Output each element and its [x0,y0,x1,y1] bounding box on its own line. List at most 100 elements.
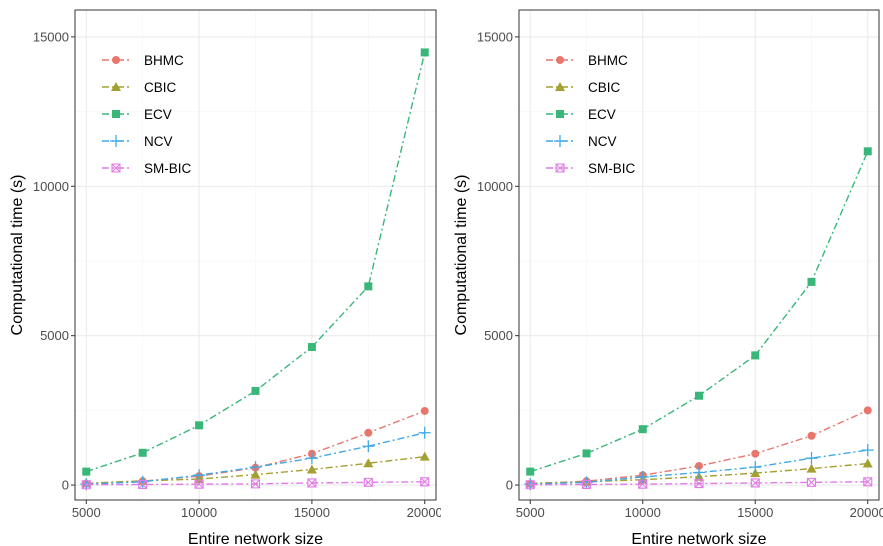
data-point-bhmc [863,406,872,415]
y-tick-label: 5000 [484,328,513,343]
x-tick-label: 5000 [72,505,101,520]
data-point-sm-bic [638,479,648,489]
x-tick-label: 20000 [407,505,441,520]
legend-marker-ncv [110,135,122,147]
legend-label-sm-bic: SM-BIC [144,161,192,176]
legend-marker-bhmc [556,56,564,64]
data-point-ncv [249,461,262,474]
data-point-cbic [419,451,430,461]
y-tick-label: 0 [506,478,513,493]
data-point-cbic [250,469,261,479]
grid-lines [519,10,879,500]
data-point-ecv [582,449,591,458]
data-point-bhmc [751,449,760,458]
legend-label-cbic: CBIC [144,80,177,95]
x-tick-label: 15000 [737,505,773,520]
legend-label-cbic: CBIC [588,80,621,95]
x-tick-label: 10000 [625,505,661,520]
chart-left: 5000 10000 15000 20000050001000015000Entire… [9,9,441,546]
data-point-sm-bic [806,477,817,487]
data-point-ncv [693,466,705,479]
data-point-sm-bic [525,480,535,490]
legend-marker-sm-bic [111,163,121,173]
data-point-ecv [638,425,647,434]
data-point-ecv [695,391,703,400]
data-point-ecv [195,421,204,430]
data-point-sm-bic [194,479,204,489]
x-axis-title: Entire network size [188,531,323,546]
data-point-bhmc [807,431,816,440]
legend: BHMC CBIC ECV NCV SM-BIC [102,53,192,176]
data-point-bhmc [695,461,703,470]
data-point-cbic [806,463,817,473]
data-point-ncv [193,469,206,482]
legend-marker-cbic [555,82,565,91]
panel-border [518,9,880,501]
legend-marker-ncv [554,135,566,147]
data-point-sm-bic [750,478,760,488]
legend-marker-cbic [111,82,121,91]
y-axis-title: Computational time (s) [9,175,26,336]
legend-label-ecv: ECV [144,107,172,122]
y-tick-label: 10000 [33,179,69,194]
grid-lines [75,10,436,500]
data-point-ncv [362,440,375,453]
y-tick-label: 15000 [477,29,513,44]
legend-label-ecv: ECV [588,107,616,122]
data-point-sm-bic [138,479,148,490]
legend-label-ncv: NCV [144,134,173,149]
data-point-ncv [749,461,762,474]
x-tick-label: 15000 [294,505,330,520]
y-axis-title: Computational time (s) [453,175,470,336]
legend-marker-bhmc [112,56,120,64]
data-point-ncv [861,444,874,457]
x-axis-title: Entire network size [631,531,766,546]
data-point-sm-bic [420,477,430,487]
data-point-cbic [862,458,873,468]
legend-label-bhmc: BHMC [588,53,628,68]
data-point-ecv [863,147,872,156]
data-point-sm-bic [81,480,91,490]
data-point-ecv [807,277,816,286]
data-point-ncv [305,452,318,465]
series-group [524,147,874,491]
data-point-ncv [805,452,818,465]
data-point-sm-bic [581,479,592,490]
y-tick-label: 10000 [477,179,513,194]
x-tick-label: 20000 [850,505,883,520]
data-point-cbic [306,464,317,474]
chart-right: 5000 10000 15000 20000050001000015000Entire… [453,9,883,546]
data-point-sm-bic [863,477,873,487]
data-point-ecv [138,448,147,457]
data-point-sm-bic [363,477,373,487]
y-tick-label: 15000 [33,29,69,44]
y-tick-label: 0 [62,478,69,493]
legend: BHMC CBIC ECV NCV SM-BIC [546,53,636,176]
data-point-ecv [420,48,429,57]
panel-border [74,9,437,501]
data-point-ecv [526,467,535,476]
data-point-sm-bic [694,479,704,489]
data-point-bhmc [364,428,373,437]
data-point-ncv [636,470,649,483]
legend-label-ncv: NCV [588,134,617,149]
data-point-sm-bic [307,478,317,488]
legend-label-bhmc: BHMC [144,53,184,68]
data-point-ecv [82,467,91,476]
legend-label-sm-bic: SM-BIC [588,161,636,176]
legend-marker-ecv [556,110,564,118]
y-tick-label: 5000 [40,328,69,343]
data-point-ecv [251,386,260,395]
x-tick-label: 5000 [516,505,545,520]
data-point-ecv [364,282,373,291]
data-point-bhmc [420,406,429,415]
data-point-ecv [307,343,316,352]
data-point-ecv [751,351,760,360]
legend-marker-sm-bic [555,163,565,173]
x-tick-label: 10000 [181,505,217,520]
series-group [80,48,431,491]
data-point-sm-bic [250,479,261,489]
